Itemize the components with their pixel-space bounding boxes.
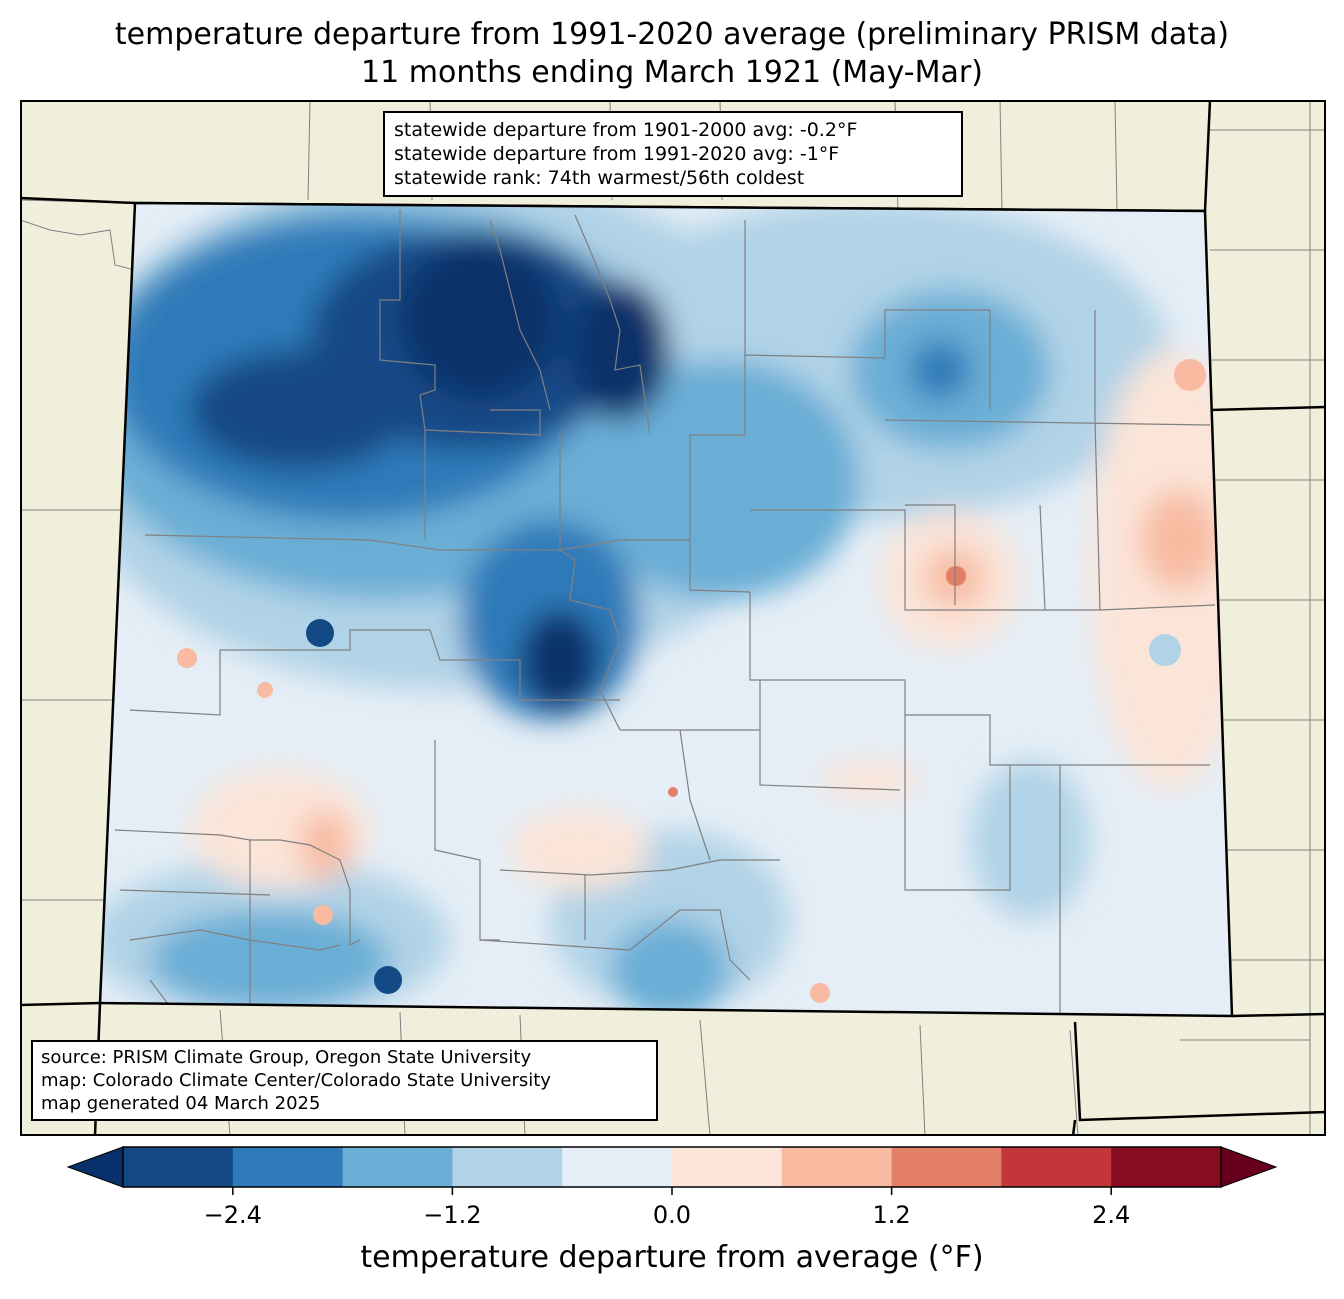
colorbar-bin xyxy=(342,1147,453,1187)
statewide-stats-box: statewide departure from 1901-2000 avg: … xyxy=(383,111,963,197)
colorbar-bin xyxy=(123,1147,234,1187)
source-line-2: map: Colorado Climate Center/Colorado St… xyxy=(41,1070,551,1091)
colorbar-ticks: −2.4 −1.2 0.0 1.2 2.4 xyxy=(204,1187,1130,1229)
colorbar-bin xyxy=(891,1147,1002,1187)
colorbar-tick-label: −1.2 xyxy=(423,1201,481,1229)
colorbar-bin xyxy=(781,1147,893,1187)
stats-line-3: statewide rank: 74th warmest/56th coldes… xyxy=(394,167,805,189)
map-frame xyxy=(20,100,1326,1136)
colorbar-tick-label: 1.2 xyxy=(873,1201,911,1229)
map-subtitle: 11 months ending March 1921 (May-Mar) xyxy=(361,55,983,90)
colorado-temperature-map xyxy=(20,100,1326,1136)
colorbar: −2.4 −1.2 0.0 1.2 2.4 xyxy=(66,1146,1278,1229)
colorbar-bin xyxy=(672,1147,783,1187)
stats-line-2: statewide departure from 1991-2020 avg: … xyxy=(394,143,840,165)
colorbar-tick-label: 2.4 xyxy=(1092,1201,1130,1229)
stats-line-1: statewide departure from 1901-2000 avg: … xyxy=(394,119,858,141)
map-title: temperature departure from 1991-2020 ave… xyxy=(114,17,1230,52)
source-box: source: PRISM Climate Group, Oregon Stat… xyxy=(31,1040,658,1121)
colorbar-bin xyxy=(452,1147,563,1187)
source-line-3: map generated 04 March 2025 xyxy=(41,1093,321,1114)
colorbar-tick-label: 0.0 xyxy=(653,1201,691,1229)
colorbar-extend-high xyxy=(1220,1146,1278,1188)
temperature-field xyxy=(100,203,1232,1016)
colorbar-bin xyxy=(1001,1147,1112,1187)
colorbar-bin xyxy=(232,1147,344,1187)
colorbar-bin xyxy=(562,1147,673,1187)
source-line-1: source: PRISM Climate Group, Oregon Stat… xyxy=(41,1047,532,1068)
colorado-outline xyxy=(98,201,1234,1018)
colorbar-label: temperature departure from average (°F) xyxy=(360,1240,984,1275)
colorbar-extend-low xyxy=(66,1146,124,1188)
colorbar-bins xyxy=(66,1146,1278,1188)
colorbar-tick-label: −2.4 xyxy=(204,1201,262,1229)
colorbar-bin xyxy=(1111,1147,1222,1187)
county-lines xyxy=(114,210,1216,1016)
